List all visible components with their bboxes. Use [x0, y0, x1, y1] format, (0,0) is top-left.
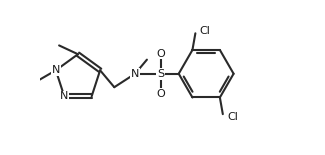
Text: Cl: Cl: [227, 112, 238, 122]
Text: N: N: [60, 91, 69, 101]
Text: Cl: Cl: [200, 26, 211, 36]
Text: N: N: [52, 65, 60, 75]
Text: N: N: [131, 69, 139, 79]
Text: S: S: [157, 69, 164, 79]
Text: O: O: [156, 49, 165, 59]
Text: O: O: [156, 89, 165, 99]
